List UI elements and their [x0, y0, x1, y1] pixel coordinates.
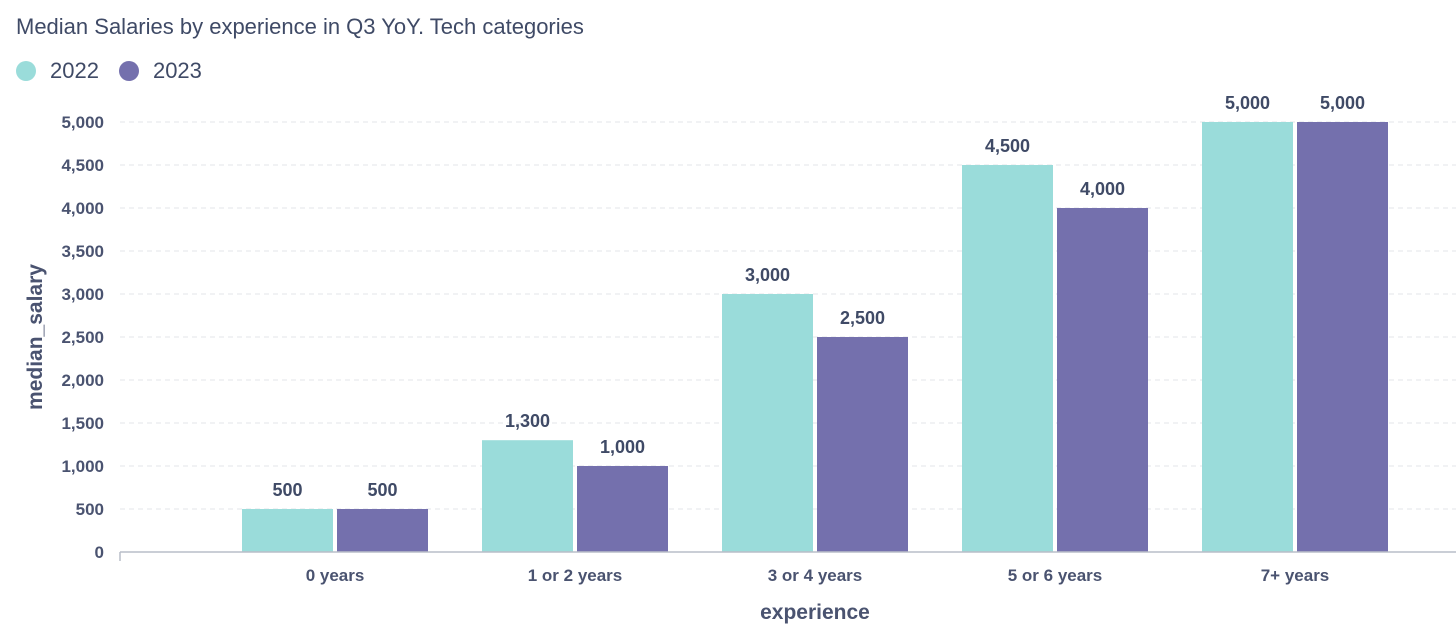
- data-label: 1,000: [600, 437, 645, 457]
- data-label: 5,000: [1320, 93, 1365, 113]
- chart-title: Median Salaries by experience in Q3 YoY.…: [16, 14, 584, 39]
- y-axis-ticks: 0 500 1,000 1,500 2,000 2,500 3,000 3,500 4,000 4…: [61, 113, 104, 562]
- legend-item-2022[interactable]: 2022: [16, 58, 99, 84]
- y-tick-label: 500: [76, 500, 104, 519]
- y-tick-label: 5,000: [61, 113, 104, 132]
- x-tick-label: 0 years: [306, 566, 365, 585]
- y-tick-label: 0: [95, 543, 104, 562]
- bar-2023-4[interactable]: [1297, 122, 1388, 552]
- bar-2022-3[interactable]: [962, 165, 1053, 552]
- y-tick-label: 4,000: [61, 199, 104, 218]
- data-labels: 500 500 1,300 1,000 3,000 2,500 4,500 4,000 5,00…: [272, 93, 1365, 500]
- x-tick-label: 3 or 4 years: [768, 566, 863, 585]
- data-label: 3,000: [745, 265, 790, 285]
- bars: [242, 122, 1388, 552]
- x-tick-label: 5 or 6 years: [1008, 566, 1103, 585]
- bar-2022-2[interactable]: [722, 294, 813, 552]
- bar-2022-4[interactable]: [1202, 122, 1293, 552]
- legend-label-2022: 2022: [50, 58, 99, 83]
- y-tick-label: 4,500: [61, 156, 104, 175]
- y-tick-label: 3,000: [61, 285, 104, 304]
- legend-swatch-2022: [16, 61, 36, 81]
- bar-2023-0[interactable]: [337, 509, 428, 552]
- legend-item-2023[interactable]: 2023: [118, 58, 202, 84]
- legend-swatch-2023: [118, 61, 139, 81]
- y-axis-title: median_salary: [24, 264, 47, 410]
- y-tick-label: 3,500: [61, 242, 104, 261]
- chart-legend: 2022 2023: [16, 58, 222, 84]
- bar-2023-2[interactable]: [817, 337, 908, 552]
- bar-2023-1[interactable]: [577, 466, 668, 552]
- y-tick-label: 2,000: [61, 371, 104, 390]
- bar-2023-3[interactable]: [1057, 208, 1148, 552]
- bar-2022-1[interactable]: [482, 440, 573, 552]
- y-tick-label: 1,000: [61, 457, 104, 476]
- data-label: 500: [272, 480, 302, 500]
- y-tick-label: 2,500: [61, 328, 104, 347]
- bar-2022-0[interactable]: [242, 509, 333, 552]
- data-label: 5,000: [1225, 93, 1270, 113]
- data-label: 2,500: [840, 308, 885, 328]
- legend-label-2023: 2023: [152, 58, 202, 83]
- data-label: 1,300: [505, 411, 550, 431]
- data-label: 500: [367, 480, 397, 500]
- x-tick-label: 7+ years: [1261, 566, 1330, 585]
- x-axis-ticks: 0 years 1 or 2 years 3 or 4 years 5 or 6 ye…: [306, 566, 1330, 585]
- data-label: 4,500: [985, 136, 1030, 156]
- y-tick-label: 1,500: [61, 414, 104, 433]
- x-tick-label: 1 or 2 years: [528, 566, 623, 585]
- data-label: 4,000: [1080, 179, 1125, 199]
- x-axis-title: experience: [760, 601, 870, 624]
